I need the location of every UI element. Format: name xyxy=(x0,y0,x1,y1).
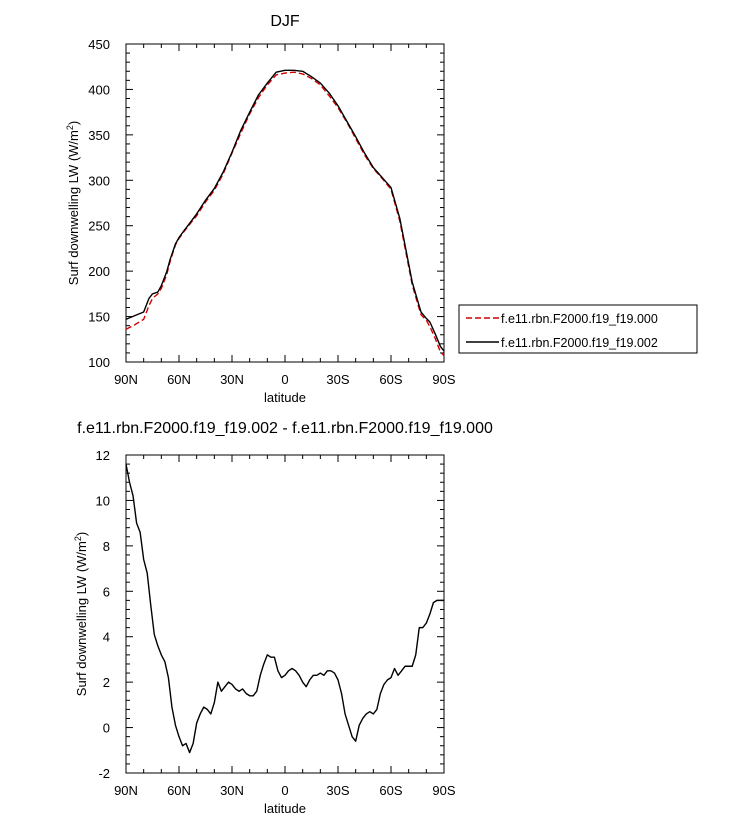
y-axis-label-sup: 2 xyxy=(65,125,75,130)
x-tick-label: 90S xyxy=(432,372,455,387)
plot-frame xyxy=(125,454,445,774)
legend: f.e11.rbn.F2000.f19_f19.000 f.e11.rbn.F20… xyxy=(458,304,698,354)
x-tick-label: 30N xyxy=(220,372,244,387)
series-line-2 xyxy=(125,69,445,352)
series-line-1 xyxy=(125,463,444,754)
y-tick-label: 300 xyxy=(88,173,110,188)
x-tick-label: 0 xyxy=(281,783,288,798)
y-tick-label: -2 xyxy=(98,766,110,781)
chart-title: f.e11.rbn.F2000.f19_f19.002 - f.e11.rbn.… xyxy=(77,420,493,437)
y-tick-label: 2 xyxy=(103,675,110,690)
y-tick-label: 100 xyxy=(88,355,110,370)
y-axis-label: Surf downwelling LW (W/m2) xyxy=(65,121,81,285)
y-axis-label-close: ) xyxy=(74,532,89,536)
x-axis-label: latitude xyxy=(264,801,306,816)
y-tick-label: 10 xyxy=(96,493,110,508)
y-tick-label: 6 xyxy=(103,584,110,599)
y-tick-label: 150 xyxy=(88,310,110,325)
plot-frame xyxy=(125,43,445,363)
y-tick-label: 400 xyxy=(88,82,110,97)
x-tick-label: 90N xyxy=(114,372,138,387)
x-tick-label: 30S xyxy=(326,783,349,798)
chart-title: DJF xyxy=(270,13,300,30)
x-tick-label: 60S xyxy=(379,372,402,387)
y-axis-label-main: Surf downwelling LW (W/m xyxy=(66,130,81,285)
x-tick-label: 60S xyxy=(379,783,402,798)
y-axis-label-close: ) xyxy=(66,121,81,125)
y-tick-label: 350 xyxy=(88,128,110,143)
y-axis-label-main: Surf downwelling LW (W/m xyxy=(74,541,89,696)
x-tick-label: 30N xyxy=(220,783,244,798)
x-tick-label: 60N xyxy=(167,372,191,387)
y-tick-label: 250 xyxy=(88,219,110,234)
legend-label-1: f.e11.rbn.F2000.f19_f19.000 xyxy=(501,312,658,326)
y-tick-label: 8 xyxy=(103,539,110,554)
x-tick-label: 0 xyxy=(281,372,288,387)
x-tick-label: 30S xyxy=(326,372,349,387)
x-tick-label: 90S xyxy=(432,783,455,798)
legend-box xyxy=(458,304,698,354)
y-axis-label-sup: 2 xyxy=(73,536,83,541)
y-tick-label: 200 xyxy=(88,264,110,279)
x-tick-label: 90N xyxy=(114,783,138,798)
y-tick-label: 4 xyxy=(103,630,110,645)
x-axis-label: latitude xyxy=(264,390,306,405)
y-tick-label: 0 xyxy=(103,721,110,736)
chart-panel-2: f.e11.rbn.F2000.f19_f19.002 - f.e11.rbn.… xyxy=(73,420,493,816)
legend-label-2: f.e11.rbn.F2000.f19_f19.002 xyxy=(501,336,658,350)
y-axis-label: Surf downwelling LW (W/m2) xyxy=(73,532,89,696)
y-tick-label: 450 xyxy=(88,37,110,52)
x-tick-label: 60N xyxy=(167,783,191,798)
chart-panel-1: DJF 90N 60N 30N 0 30S 60S 90S 100 150 200 250 300 350… xyxy=(65,13,698,405)
y-tick-label: 12 xyxy=(96,448,110,463)
series-line-1 xyxy=(125,71,445,357)
